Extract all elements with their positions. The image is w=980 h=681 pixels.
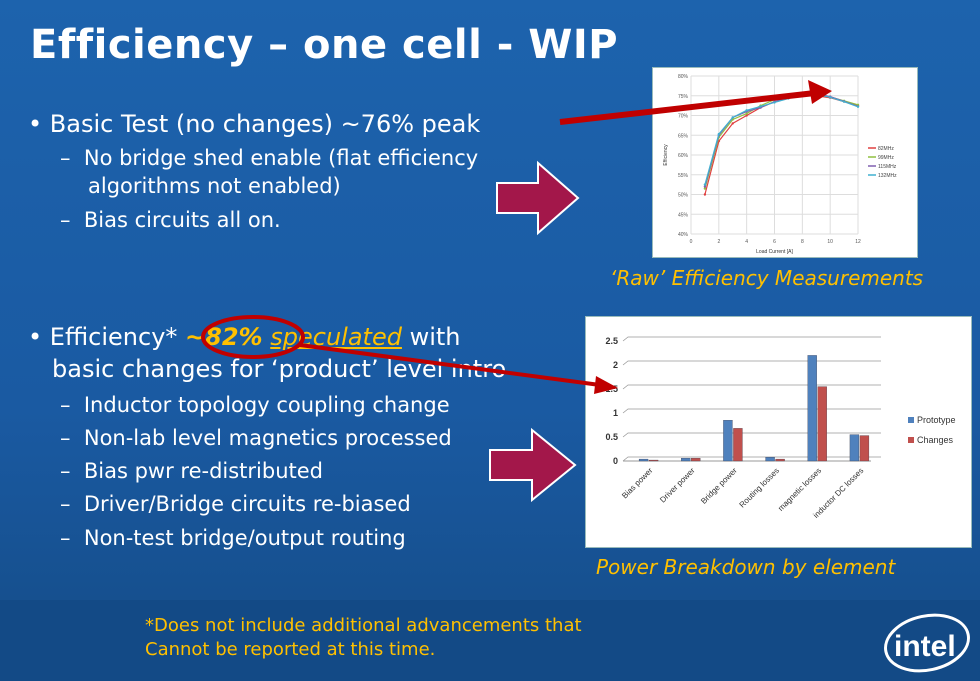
- x-tick-label: 6: [773, 239, 776, 245]
- data-point: [703, 193, 707, 196]
- bullet-2: • Efficiency* ~82% speculated with: [28, 323, 461, 351]
- bar-changes: [648, 459, 659, 462]
- footnote: *Does not include additional advancement…: [145, 615, 582, 660]
- legend-label: Changes: [917, 435, 954, 445]
- highlight-82: ~82%: [185, 323, 263, 351]
- y-tick-label: 70%: [678, 114, 689, 120]
- data-point: [731, 122, 734, 125]
- bar-changes: [691, 457, 701, 462]
- sub-bullet: – Non-lab level magnetics processed: [60, 426, 452, 450]
- bar-prototype: [723, 420, 733, 462]
- caption-power: Power Breakdown by element: [596, 555, 896, 579]
- y-tick-label: 0: [613, 456, 618, 466]
- data-point: [745, 112, 748, 115]
- legend-label: 132MHz: [878, 173, 897, 179]
- highlight-circle: [201, 315, 305, 359]
- legend-swatch: [908, 417, 914, 423]
- gridline: [622, 408, 881, 414]
- magenta-arrow-icon: [489, 427, 577, 503]
- bar-prototype: [849, 434, 860, 462]
- data-point: [828, 96, 832, 99]
- legend-label: 115MHz: [878, 164, 897, 170]
- y-tick-label: 45%: [678, 212, 689, 218]
- gridline: [622, 384, 881, 390]
- legend-label: 82MHz: [878, 146, 894, 152]
- series-line-132MHz: [704, 92, 859, 185]
- speculated-text: speculated: [270, 323, 402, 351]
- bar-changes: [859, 435, 870, 462]
- y-tick-label: 2: [613, 360, 618, 370]
- data-point: [731, 116, 734, 119]
- gridline: [622, 360, 881, 366]
- caption-efficiency: ‘Raw’ Efficiency Measurements: [610, 266, 924, 290]
- y-tick-label: 0.5: [605, 432, 618, 442]
- y-tick-label: 50%: [678, 193, 689, 199]
- magenta-arrow-icon: [496, 160, 580, 236]
- bar-changes: [775, 458, 785, 462]
- y-tick-label: 40%: [678, 232, 689, 238]
- gridline: [622, 336, 881, 342]
- gridline: [622, 456, 881, 462]
- bar-prototype: [765, 457, 775, 462]
- y-tick-label: 80%: [678, 74, 689, 80]
- data-point: [759, 105, 762, 108]
- bar-changes: [733, 428, 743, 462]
- data-point: [745, 114, 748, 117]
- gridline: [622, 432, 881, 438]
- x-axis-label: Load Current [A]: [756, 249, 793, 255]
- y-tick-label: 60%: [678, 153, 689, 159]
- bar-prototype: [638, 458, 649, 462]
- data-point: [745, 109, 748, 112]
- bar-changes: [817, 386, 827, 462]
- y-tick-label: 1: [613, 408, 618, 418]
- intel-logo: intel: [884, 613, 970, 673]
- sub-bullet: – Bias pwr re-distributed: [60, 459, 324, 483]
- bullet-1: • Basic Test (no changes) ~76% peak: [28, 110, 481, 138]
- red-arrow-icon: [559, 80, 832, 125]
- legend-label: 99MHz: [878, 155, 894, 161]
- x-tick-label: 10: [827, 239, 833, 245]
- sub-bullet: – Bias circuits all on.: [60, 208, 281, 232]
- data-point: [703, 185, 707, 188]
- legend-swatch: [908, 437, 914, 443]
- svg-text:intel: intel: [894, 630, 956, 663]
- red-arrow-icon: [299, 343, 618, 394]
- sub-bullet: – Driver/Bridge circuits re-biased: [60, 492, 411, 516]
- bullet-2-line2: basic changes for ‘product’ level intro: [52, 355, 507, 383]
- sub-bullet-cont: algorithms not enabled): [88, 174, 341, 198]
- data-point: [856, 105, 860, 109]
- bullet-1-text: Basic Test (no changes) ~76% peak: [49, 110, 481, 138]
- slide-title: Efficiency – one cell - WIP: [30, 22, 619, 68]
- y-axis-label: Efficiency: [663, 144, 669, 166]
- sub-bullet: – No bridge shed enable (flat efficiency: [60, 146, 479, 170]
- x-tick-label: 0: [690, 239, 693, 245]
- y-tick-label: 65%: [678, 133, 689, 139]
- bar-prototype: [807, 355, 817, 462]
- x-tick-label: 4: [745, 239, 748, 245]
- y-tick-label: 55%: [678, 173, 689, 179]
- sub-bullet: – Non-test bridge/output routing: [60, 526, 406, 550]
- legend-label: Prototype: [917, 415, 956, 425]
- x-tick-label: 8: [801, 239, 804, 245]
- x-tick-label: 12: [855, 239, 861, 245]
- footer-band: [0, 600, 980, 681]
- data-point: [773, 101, 776, 104]
- data-point: [842, 100, 846, 103]
- bar-prototype: [681, 457, 691, 462]
- y-tick-label: 75%: [678, 94, 689, 100]
- sub-bullet: – Inductor topology coupling change: [60, 393, 450, 417]
- y-tick-label: 2.5: [605, 336, 618, 346]
- x-tick-label: 2: [717, 239, 720, 245]
- data-point: [717, 132, 721, 136]
- data-point: [703, 187, 707, 190]
- data-point: [703, 183, 707, 186]
